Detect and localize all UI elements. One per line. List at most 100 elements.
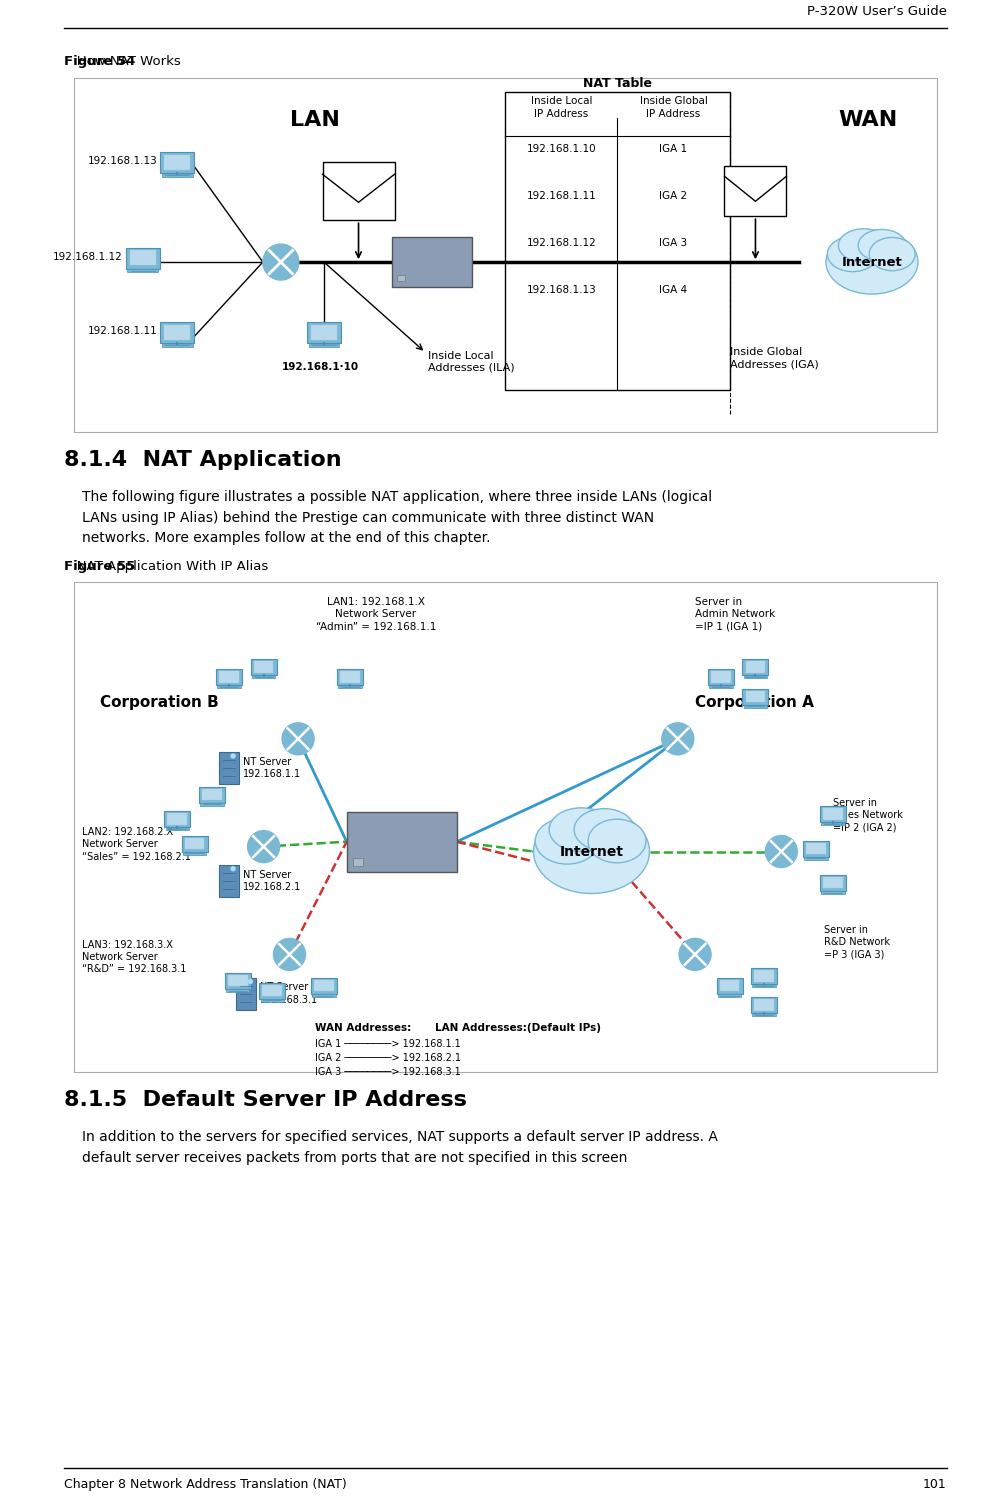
FancyBboxPatch shape [164,812,190,827]
FancyBboxPatch shape [236,977,256,1010]
Bar [352,858,363,866]
Text: P-320W User’s Guide: P-320W User’s Guide [806,5,947,18]
Bar [744,676,767,678]
Text: Corporation B: Corporation B [100,694,219,709]
Circle shape [248,980,252,983]
Bar [312,995,336,996]
FancyBboxPatch shape [160,152,194,173]
FancyBboxPatch shape [802,840,829,857]
Text: Server in
Sales Network
=IP 2 (IGA 2): Server in Sales Network =IP 2 (IGA 2) [833,798,903,833]
Text: Figure 54: Figure 54 [64,56,135,68]
Text: Server in
R&D Network
=P 3 (IGA 3): Server in R&D Network =P 3 (IGA 3) [824,924,891,960]
Text: IGA 3: IGA 3 [659,237,688,248]
Bar [165,155,190,170]
FancyBboxPatch shape [225,972,251,989]
Bar [752,984,776,987]
Bar [162,174,192,177]
Text: Inside Global
Addresses (IGA): Inside Global Addresses (IGA) [730,347,818,370]
FancyBboxPatch shape [346,812,457,872]
Text: LAN2: 192.168.2.X
Network Server
“Sales” = 192.168.2.1: LAN2: 192.168.2.X Network Server “Sales”… [82,827,191,861]
Ellipse shape [574,809,635,851]
Bar [166,828,189,830]
Circle shape [232,867,235,870]
Text: LAN Addresses:(Default IPs): LAN Addresses:(Default IPs) [436,1024,601,1033]
Bar [228,975,247,986]
Ellipse shape [534,810,649,893]
Text: 192.168.1.11: 192.168.1.11 [527,191,596,201]
Bar [202,789,222,800]
FancyBboxPatch shape [259,983,285,998]
Circle shape [263,243,299,280]
Ellipse shape [588,819,646,863]
Text: In addition to the servers for specified services, NAT supports a default server: In addition to the servers for specified… [81,1130,718,1165]
Bar [397,275,405,281]
Bar [309,344,339,347]
Text: Inside Global
IP Address: Inside Global IP Address [640,96,707,119]
Text: NT Server
192.168.2.1: NT Server 192.168.2.1 [243,870,301,893]
FancyBboxPatch shape [311,977,337,993]
Bar [261,999,284,1001]
FancyBboxPatch shape [126,248,160,269]
Circle shape [765,836,798,867]
Text: 192.168.1.10: 192.168.1.10 [527,144,596,155]
Text: 192.168.1.12: 192.168.1.12 [53,253,123,262]
Bar [821,822,845,825]
Bar [219,670,239,682]
Bar [74,582,937,1072]
Bar [162,344,192,347]
Bar [323,162,394,221]
Ellipse shape [827,236,878,272]
Ellipse shape [858,230,906,262]
Text: LAN1: 192.168.1.X
Network Server
“Admin” = 192.168.1.1: LAN1: 192.168.1.X Network Server “Admin”… [316,597,436,631]
Text: 101: 101 [923,1477,947,1491]
FancyBboxPatch shape [216,669,242,685]
Bar [311,325,336,340]
Bar [340,670,360,682]
Bar [754,999,774,1012]
Bar [744,705,767,708]
Bar [128,269,158,272]
Text: IGA 3 ────────> 192.168.3.1: IGA 3 ────────> 192.168.3.1 [315,1067,461,1078]
Circle shape [274,938,305,971]
Text: The following figure illustrates a possible NAT application, where three inside : The following figure illustrates a possi… [81,490,712,546]
Ellipse shape [549,807,613,852]
Bar [218,685,240,688]
Text: 192.168.1.10: 192.168.1.10 [329,197,388,206]
FancyBboxPatch shape [336,669,363,685]
Text: NAT Table: NAT Table [583,77,652,90]
FancyBboxPatch shape [307,322,341,343]
Bar [720,980,740,992]
Text: Figure 55: Figure 55 [64,561,135,573]
Bar [200,803,224,806]
Bar [823,809,843,819]
Bar [165,325,190,340]
Circle shape [662,723,694,755]
Circle shape [679,938,711,971]
FancyBboxPatch shape [743,660,768,675]
Text: 8.1.4  NAT Application: 8.1.4 NAT Application [64,449,341,470]
Text: How NAT Works: How NAT Works [64,56,181,68]
Text: LAN3: 192.168.3.X
Network Server
“R&D” = 192.168.3.1: LAN3: 192.168.3.X Network Server “R&D” =… [82,939,186,974]
Bar [806,843,826,854]
Text: IGA 2: IGA 2 [659,191,688,201]
Bar [746,661,765,673]
FancyBboxPatch shape [160,322,194,343]
Text: 192.168.1.13: 192.168.1.13 [87,156,157,167]
Bar [724,167,787,216]
Text: Chapter 8 Network Address Translation (NAT): Chapter 8 Network Address Translation (N… [64,1477,346,1491]
Text: Internet: Internet [842,256,903,269]
Bar [804,857,828,860]
Text: 192.168.1.12: 192.168.1.12 [527,237,596,248]
Bar [338,685,362,688]
FancyBboxPatch shape [716,977,743,993]
Text: Internet: Internet [559,845,624,858]
Bar [129,251,156,266]
FancyBboxPatch shape [250,660,277,675]
Text: IGA 1: IGA 1 [659,144,688,155]
Text: 192.168.1·10: 192.168.1·10 [282,362,359,373]
Bar [505,92,730,389]
Ellipse shape [839,228,889,262]
Bar [184,837,204,849]
Bar [182,852,206,855]
Ellipse shape [826,230,918,295]
